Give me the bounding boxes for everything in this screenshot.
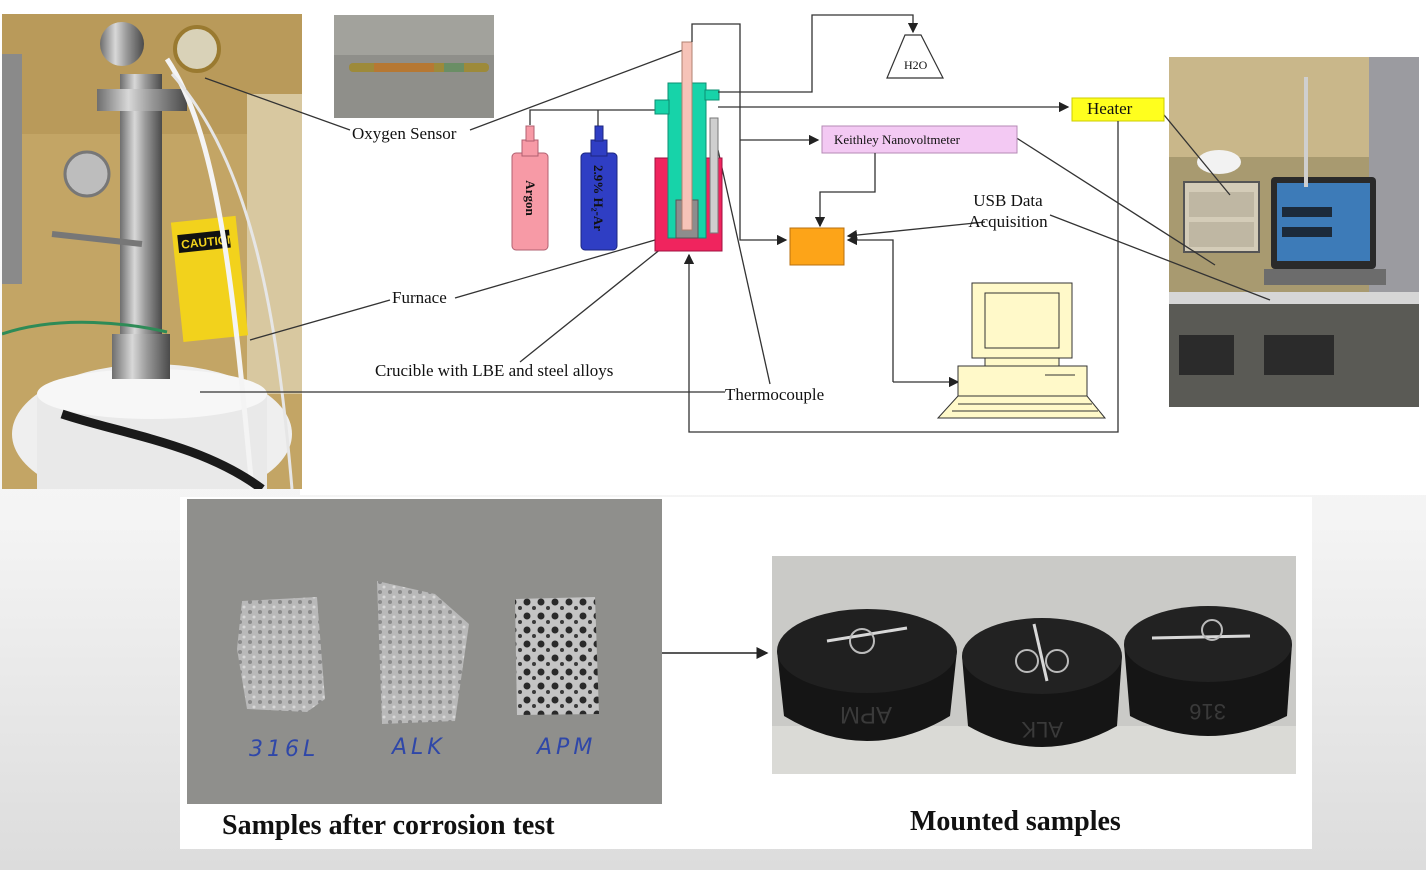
- apparatus-photo: CAUTION: [2, 14, 302, 489]
- mounted-puck-3: [1124, 606, 1292, 736]
- label-oxygen-sensor: Oxygen Sensor: [352, 124, 457, 143]
- sample-label-316l: 316L: [249, 737, 320, 762]
- sensor-tube: [681, 41, 693, 231]
- mounted-puck-1: [777, 609, 957, 741]
- label-h2-ar: 2.9% H₂-Ar: [591, 165, 606, 231]
- sample-label-apm: APM: [537, 735, 597, 760]
- sample-label-alk: ALK: [392, 735, 446, 760]
- corroded-samples-photo: 316L ALK APM: [187, 499, 662, 804]
- daq-box: [789, 227, 845, 266]
- oxygen-sensor-photo: [334, 15, 494, 118]
- label-heater: Heater: [1087, 99, 1133, 118]
- engraving-316: 316: [1189, 699, 1226, 724]
- computer-icon: [936, 282, 1107, 419]
- label-usb-daq: USB Data Acquisition: [968, 191, 1048, 231]
- keithley-box: [821, 125, 1018, 154]
- engraving-alk: ALK: [1021, 717, 1063, 742]
- process-arrow: [662, 647, 769, 659]
- thermocouple-tube: [709, 117, 719, 234]
- label-keithley: Keithley Nanovoltmeter: [834, 132, 960, 147]
- label-h2o: H2O: [904, 58, 928, 72]
- h2o-funnel: [886, 34, 944, 79]
- mounted-samples-photo: APM ALK 316: [772, 556, 1296, 774]
- label-argon: Argon: [523, 180, 538, 216]
- label-furnace: Furnace: [392, 288, 447, 307]
- caption-samples-after-corrosion: Samples after corrosion test: [222, 810, 555, 841]
- mounted-puck-2: [962, 618, 1122, 747]
- caption-mounted-samples: Mounted samples: [910, 806, 1121, 837]
- schematic-diagram: [200, 14, 1271, 433]
- label-crucible: Crucible with LBE and steel alloys: [375, 361, 614, 380]
- lab-setup-photo: [1169, 57, 1419, 407]
- label-thermocouple: Thermocouple: [725, 385, 825, 404]
- engraving-apm: APM: [840, 701, 892, 728]
